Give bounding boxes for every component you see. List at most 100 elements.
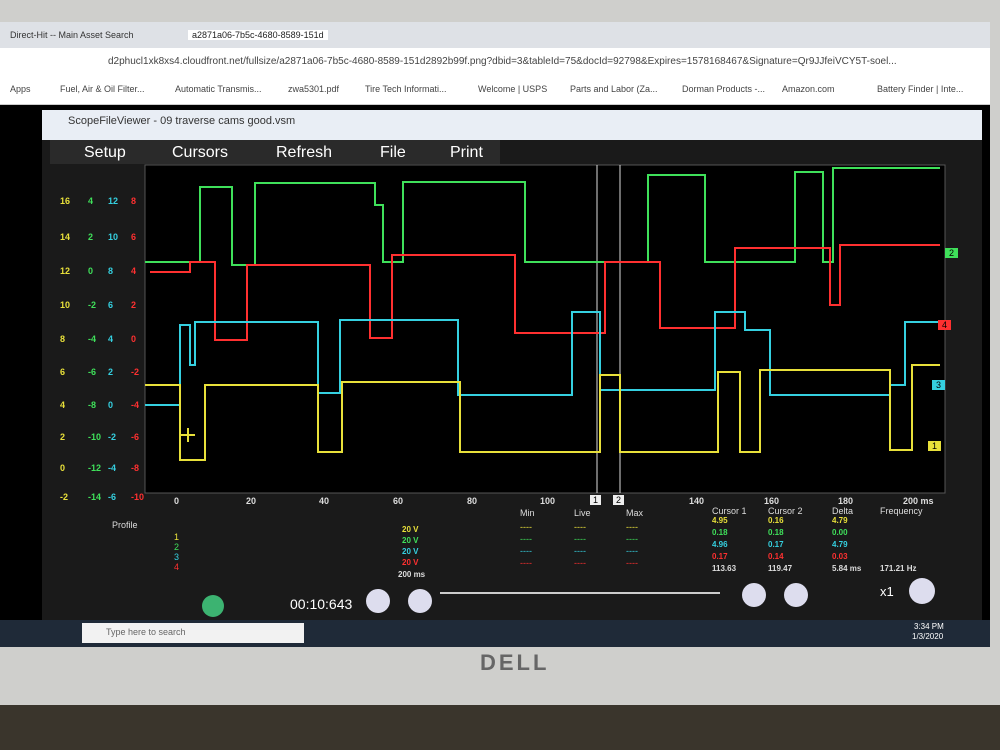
bookmarks-bar [0, 78, 990, 105]
y-scale-label: -2 [88, 300, 97, 310]
cursor-header: Cursor 2 [768, 506, 803, 516]
stats-value: ---- [574, 534, 586, 544]
toolbar-button[interactable]: Cursors [172, 144, 229, 161]
y-scale-label: -6 [131, 432, 140, 442]
clock-time: 3:34 PM [914, 622, 944, 631]
cursor-value: 0.03 [832, 552, 848, 561]
y-scale-label: -10 [88, 432, 102, 442]
y-scale-label: 6 [131, 232, 137, 242]
channel-range: 20 V [402, 536, 419, 545]
cursor-value: 171.21 Hz [880, 564, 917, 573]
y-scale-label: -8 [88, 400, 97, 410]
cursor-value: 4.95 [712, 516, 728, 525]
cursor-marker[interactable]: 2 [613, 495, 625, 505]
channel-1-trace [145, 364, 940, 461]
cursor-value: 4.79 [832, 540, 848, 549]
forward-button[interactable] [742, 583, 766, 607]
channel-tag: 4 [938, 320, 952, 330]
y-scale-label: 12 [60, 266, 71, 276]
search-placeholder: Type here to search [106, 627, 186, 637]
toolbar-button[interactable]: Print [450, 144, 483, 161]
y-scale-label: 0 [60, 463, 66, 473]
tab-strip [0, 22, 990, 48]
cursor-header: Frequency [880, 506, 923, 516]
y-scale-label: 6 [60, 367, 66, 377]
profile-label: Profile [112, 520, 138, 530]
cursor-value: 0.17 [768, 540, 784, 549]
desk [0, 705, 1000, 750]
cursor-value: 0.14 [768, 552, 784, 561]
address-url[interactable]: d2phucl1xk8xs4.cloudfront.net/fullsize/a… [108, 56, 897, 67]
bookmark[interactable]: Parts and Labor (Za... [570, 84, 658, 94]
y-scale-label: 14 [60, 232, 71, 242]
toolbar-button[interactable]: Setup [84, 144, 126, 161]
cursor-value: 0.17 [712, 552, 728, 561]
y-scale-label: -2 [131, 367, 140, 377]
zoom-button[interactable] [909, 578, 935, 604]
channel-number: 1 [174, 532, 180, 542]
bookmark[interactable]: Amazon.com [782, 84, 835, 94]
y-scale-label: 2 [88, 232, 94, 242]
y-scale-label: -12 [88, 463, 102, 473]
y-scale-label: -10 [131, 492, 145, 502]
x-axis-label: 100 [540, 496, 556, 506]
y-scale-label: 6 [108, 300, 114, 310]
cursor-value: 0.00 [832, 528, 848, 537]
window-title: ScopeFileViewer - 09 traverse cams good.… [68, 115, 296, 127]
stats-value: ---- [574, 522, 586, 532]
x-axis-label: 80 [467, 496, 478, 506]
search-box[interactable] [82, 623, 304, 643]
back-button[interactable] [408, 589, 432, 613]
bookmark[interactable]: Welcome | USPS [478, 84, 548, 94]
bookmark[interactable]: Fuel, Air & Oil Filter... [60, 84, 145, 94]
y-scale-label: 0 [108, 400, 114, 410]
window-titlebar [42, 110, 982, 140]
cursor-value: 5.84 ms [832, 564, 862, 573]
cursor-value: 4.79 [832, 516, 848, 525]
cursor-value: 4.96 [712, 540, 728, 549]
stats-value: ---- [574, 558, 586, 568]
elapsed-time: 00:10:643 [290, 596, 353, 612]
y-scale-label: -6 [88, 367, 97, 377]
tab-title[interactable]: Direct-Hit -- Main Asset Search [10, 30, 134, 40]
cursor-marker[interactable]: 1 [590, 495, 602, 505]
stats-value: ---- [520, 558, 532, 568]
bookmark[interactable]: Apps [10, 84, 31, 94]
fast-forward-button[interactable] [784, 583, 808, 607]
play-button[interactable] [202, 595, 224, 617]
y-scale-label: -8 [131, 463, 140, 473]
y-scale-label: 4 [131, 266, 137, 276]
time-span: 200 ms [398, 570, 426, 579]
stats-value: ---- [626, 546, 638, 556]
y-scale-label: 10 [60, 300, 71, 310]
rewind-button[interactable] [366, 589, 390, 613]
stats-value: ---- [520, 522, 532, 532]
y-scale-label: 8 [131, 196, 137, 206]
bookmark[interactable]: zwa5301.pdf [288, 84, 340, 94]
bookmark[interactable]: Automatic Transmis... [175, 84, 262, 94]
plot-area [144, 164, 946, 494]
tab-title[interactable]: a2871a06-7b5c-4680-8589-151d [188, 30, 328, 40]
y-scale-label: 10 [108, 232, 119, 242]
stats-value: ---- [574, 546, 586, 556]
bookmark[interactable]: Dorman Products -... [682, 84, 766, 94]
x-axis-label: 160 [764, 496, 780, 506]
y-scale-label: 16 [60, 196, 71, 206]
stats-value: ---- [520, 534, 532, 544]
y-scale-label: 4 [60, 400, 66, 410]
trigger-marker [181, 428, 195, 442]
y-scale-label: 2 [131, 300, 137, 310]
x-axis-label: 60 [393, 496, 404, 506]
channel-2-trace [145, 167, 940, 266]
channel-range: 20 V [402, 525, 419, 534]
bookmark[interactable]: Battery Finder | Inte... [877, 84, 964, 94]
channel-3-trace [145, 311, 940, 406]
bookmark[interactable]: Tire Tech Informati... [365, 84, 447, 94]
x-axis-label: 200 ms [903, 496, 934, 506]
toolbar-button[interactable]: Refresh [276, 144, 333, 161]
y-scale-label: 0 [131, 334, 137, 344]
x-axis-label: 40 [319, 496, 330, 506]
toolbar-button[interactable]: File [380, 144, 406, 161]
y-scale-label: -6 [108, 492, 117, 502]
